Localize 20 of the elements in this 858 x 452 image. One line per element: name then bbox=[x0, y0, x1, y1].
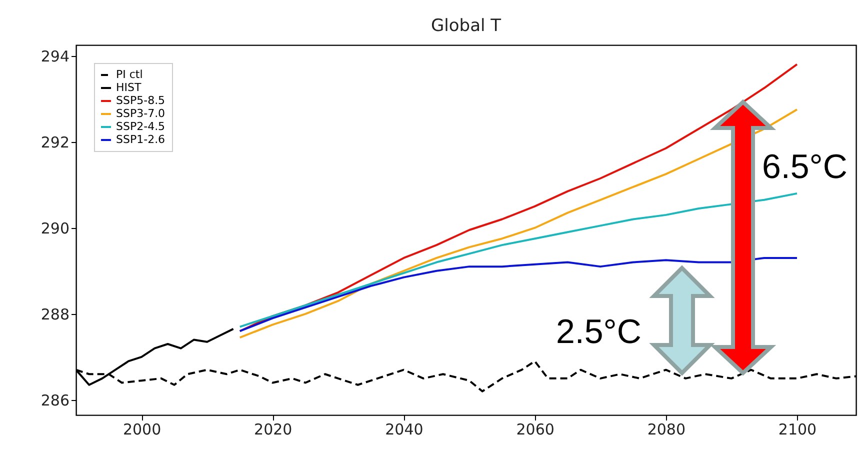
y-tick-label: 294 bbox=[40, 47, 70, 66]
legend-label: SSP5-8.5 bbox=[116, 94, 166, 107]
x-tick-label: 2080 bbox=[647, 420, 686, 438]
x-tick-label: 2020 bbox=[254, 420, 292, 438]
legend-label: SSP3-7.0 bbox=[116, 107, 166, 120]
x-tick-label: 2100 bbox=[778, 420, 817, 438]
y-tick-label: 286 bbox=[40, 391, 70, 410]
x-tick-label: 2000 bbox=[122, 420, 162, 438]
annotation: 6.5°C bbox=[762, 148, 848, 186]
legend-label: HIST bbox=[116, 81, 142, 94]
annotation: 2.5°C bbox=[556, 313, 642, 351]
x-tick-label: 2040 bbox=[385, 420, 424, 438]
y-tick-label: 288 bbox=[40, 305, 70, 324]
legend-label: PI ctl bbox=[116, 68, 143, 81]
legend-label: SSP1-2.6 bbox=[116, 133, 166, 146]
y-tick-label: 290 bbox=[40, 219, 70, 238]
chart-title: Global T bbox=[430, 16, 502, 36]
x-tick-label: 2060 bbox=[516, 420, 554, 438]
legend-label: SSP2-4.5 bbox=[116, 120, 166, 133]
y-tick-label: 292 bbox=[40, 133, 70, 152]
